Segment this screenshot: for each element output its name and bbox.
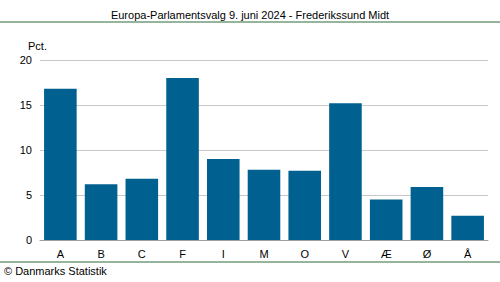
svg-text:F: F bbox=[179, 248, 186, 260]
svg-text:10: 10 bbox=[20, 144, 32, 156]
svg-text:B: B bbox=[97, 248, 104, 260]
svg-text:I: I bbox=[222, 248, 225, 260]
svg-text:C: C bbox=[138, 248, 146, 260]
svg-text:5: 5 bbox=[26, 189, 32, 201]
svg-text:Æ: Æ bbox=[381, 248, 392, 260]
svg-text:© Danmarks Statistik: © Danmarks Statistik bbox=[4, 265, 107, 277]
svg-text:Europa-Parlamentsvalg 9. juni: Europa-Parlamentsvalg 9. juni 2024 - Fre… bbox=[111, 9, 389, 21]
svg-text:V: V bbox=[342, 248, 350, 260]
svg-text:Å: Å bbox=[464, 248, 472, 260]
svg-text:15: 15 bbox=[20, 99, 32, 111]
svg-text:A: A bbox=[57, 248, 65, 260]
svg-text:O: O bbox=[300, 248, 309, 260]
svg-text:0: 0 bbox=[26, 234, 32, 246]
svg-text:M: M bbox=[259, 248, 268, 260]
svg-text:Pct.: Pct. bbox=[28, 40, 47, 52]
svg-text:Ø: Ø bbox=[423, 248, 432, 260]
svg-text:20: 20 bbox=[20, 54, 32, 66]
